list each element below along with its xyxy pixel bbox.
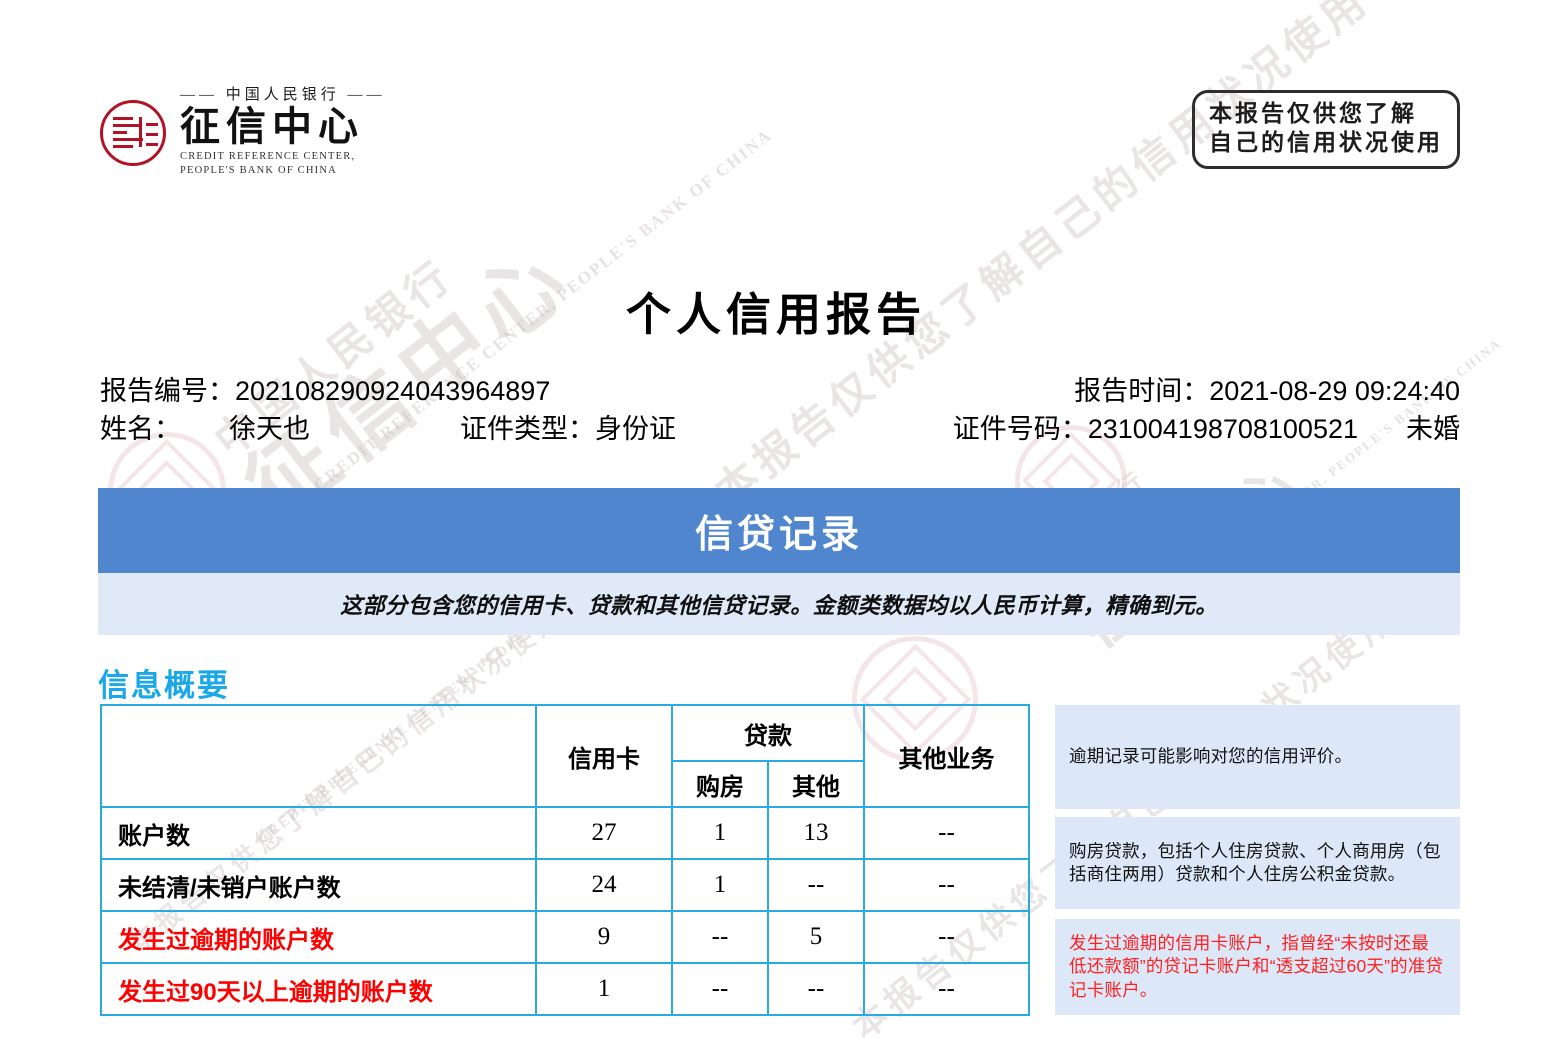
marital-status-value: 未婚 <box>1406 414 1460 445</box>
cell-overdue90-other: -- <box>767 962 865 1016</box>
table-row: 账户数 27 1 13 -- <box>100 806 1030 860</box>
table-row: 发生过逾期的账户数 9 -- 5 -- <box>100 910 1030 964</box>
section-banner-note: 这部分包含您的信用卡、贷款和其他信贷记录。金额类数据均以人民币计算，精确到元。 <box>98 573 1460 635</box>
subsection-heading-summary: 信息概要 <box>98 668 230 703</box>
header-loan-house: 购房 <box>671 760 769 808</box>
meta-row-2: 姓名： 徐天也 证件类型： 身份证 证件号码： 2310041987081005… <box>100 410 1460 448</box>
cell-overdue90-credit-card: 1 <box>535 962 673 1016</box>
logo-top-line: —— 中国人民银行 —— <box>180 87 386 103</box>
cell-unsettled-other: -- <box>767 858 865 912</box>
meta-row-1: 报告编号： 202108290924043964897 报告时间： 2021-0… <box>100 372 1460 410</box>
table-head: 信用卡 贷款 其他业务 购房 其他 <box>100 704 1030 808</box>
logo-main-text: 征信中心 <box>180 104 364 149</box>
report-number-group: 报告编号： 202108290924043964897 <box>100 372 550 410</box>
cell-overdue-other: 5 <box>767 910 865 964</box>
usage-notice-stamp: 本报告仅供您了解 自己的信用状况使用 <box>1192 90 1460 169</box>
cell-overdue-house: -- <box>671 910 769 964</box>
name-and-idtype-group: 姓名： 徐天也 证件类型： 身份证 <box>100 410 676 448</box>
table-row: 发生过90天以上逾期的账户数 1 -- -- -- <box>100 962 1030 1016</box>
logo-text-block: —— 中国人民银行 —— 征信中心 CREDIT REFERENCE CENTE… <box>180 88 386 178</box>
report-header: —— 中国人民银行 —— 征信中心 CREDIT REFERENCE CENTE… <box>0 78 1552 188</box>
row-label-overdue-accounts: 发生过逾期的账户数 <box>100 910 537 964</box>
logo-en-line-1: CREDIT REFERENCE CENTER, <box>180 151 356 162</box>
report-number-value: 202108290924043964897 <box>235 376 551 406</box>
table-header-row-2: 购房 其他 <box>101 760 1029 808</box>
cell-overdue90-other-business: -- <box>863 962 1030 1016</box>
usage-notice-line-2: 自己的信用状况使用 <box>1209 130 1443 156</box>
cell-unsettled-other-business: -- <box>863 858 1030 912</box>
side-notes-panel: 逾期记录可能影响对您的信用评价。 购房贷款，包括个人住房贷款、个人商用房（包括商… <box>1055 705 1460 1015</box>
side-note-mortgage-definition: 购房贷款，包括个人住房贷款、个人商用房（包括商住两用）贷款和个人住房公积金贷款。 <box>1055 817 1460 909</box>
cell-account-count-other-business: -- <box>863 806 1030 860</box>
section-banner-credit-records: 信贷记录 <box>98 488 1460 573</box>
header-loan: 贷款 <box>671 704 865 762</box>
cell-account-count-house: 1 <box>671 806 769 860</box>
table-header-row-1: 信用卡 贷款 其他业务 <box>100 704 1030 808</box>
cell-unsettled-house: 1 <box>671 858 769 912</box>
cell-overdue-credit-card: 9 <box>535 910 673 964</box>
logo-en-line-2: PEOPLE'S BANK OF CHINA <box>180 165 337 177</box>
id-number-group: 证件号码： 231004198708100521 未婚 <box>953 410 1460 448</box>
pboc-credit-center-logo: —— 中国人民银行 —— 征信中心 CREDIT REFERENCE CENTE… <box>100 88 386 178</box>
id-number-label: 证件号码： <box>952 414 1088 445</box>
id-type-value: 身份证 <box>595 414 676 445</box>
report-meta: 报告编号： 202108290924043964897 报告时间： 2021-0… <box>100 372 1460 449</box>
side-note-overdue-card-definition: 发生过逾期的信用卡账户，指曾经“未按时还最低还款额”的贷记卡账户和“透支超过60… <box>1055 919 1460 1015</box>
information-summary-table: 信用卡 贷款 其他业务 购房 其他 账户数 27 1 13 -- 未结清/未销户… <box>100 704 1030 1016</box>
cell-overdue90-house: -- <box>671 962 769 1016</box>
usage-notice-line-1: 本报告仅供您了解 <box>1209 101 1417 126</box>
side-note-overdue-impact: 逾期记录可能影响对您的信用评价。 <box>1055 705 1460 809</box>
id-type-label: 证件类型： <box>460 414 595 445</box>
header-credit-card: 信用卡 <box>535 704 673 808</box>
row-label-overdue-90days-accounts: 发生过90天以上逾期的账户数 <box>100 962 537 1016</box>
report-time-label: 报告时间： <box>1074 376 1210 406</box>
cell-overdue-other-business: -- <box>863 910 1030 964</box>
row-label-account-count: 账户数 <box>100 806 537 860</box>
table-row: 未结清/未销户账户数 24 1 -- -- <box>100 858 1030 912</box>
header-loan-other: 其他 <box>767 760 865 808</box>
id-number-value: 231004198708100521 <box>1087 414 1358 445</box>
cell-unsettled-credit-card: 24 <box>535 858 673 912</box>
page-title: 个人信用报告 <box>625 289 926 340</box>
header-other-business: 其他业务 <box>863 704 1030 808</box>
header-blank <box>100 704 537 808</box>
report-number-label: 报告编号： <box>100 376 235 406</box>
report-time-value: 2021-08-29 09:24:40 <box>1209 376 1460 406</box>
cell-account-count-credit-card: 27 <box>535 806 673 860</box>
row-label-unsettled-accounts: 未结清/未销户账户数 <box>100 858 537 912</box>
name-value: 徐天也 <box>229 414 310 445</box>
name-label: 姓名： <box>100 414 181 445</box>
cell-account-count-other: 13 <box>767 806 865 860</box>
table-body: 账户数 27 1 13 -- 未结清/未销户账户数 24 1 -- -- 发生过… <box>100 806 1030 1016</box>
pboc-seal-icon <box>100 100 166 167</box>
report-time-group: 报告时间： 2021-08-29 09:24:40 <box>1074 372 1460 410</box>
